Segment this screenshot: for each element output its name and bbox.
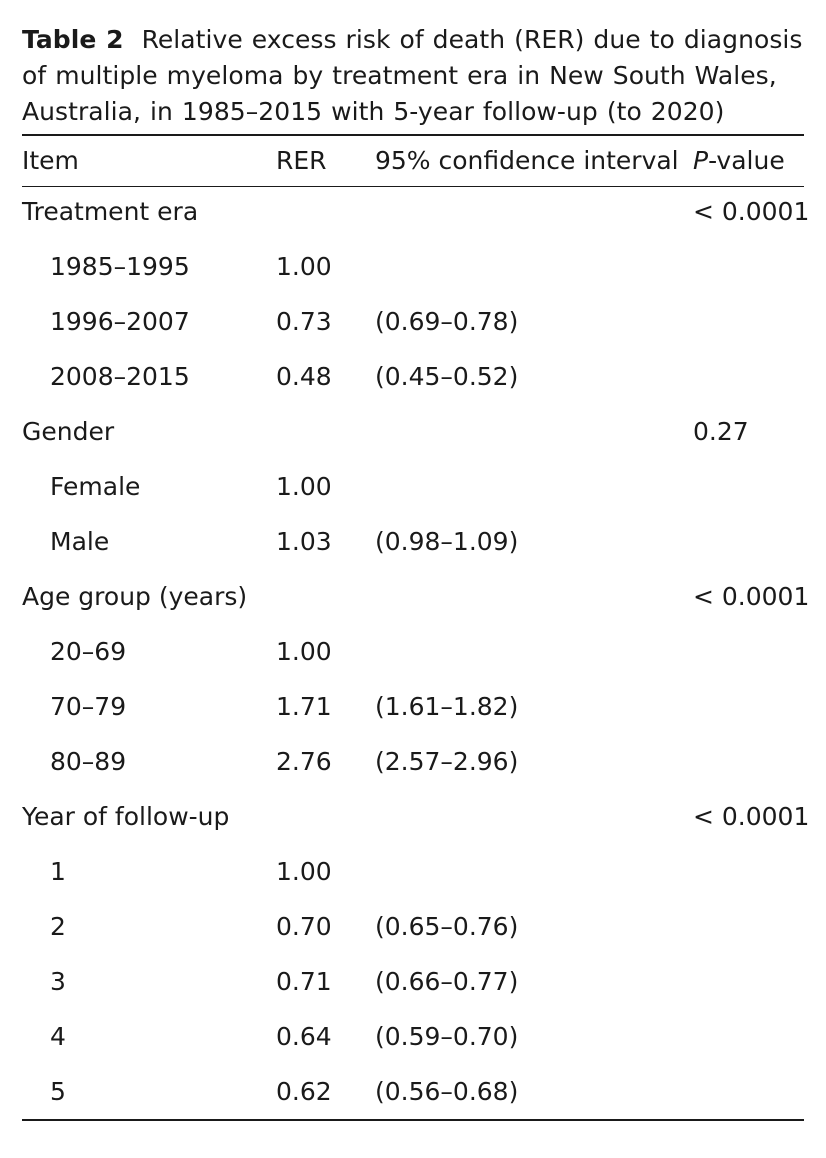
cell-rer: 0.64: [276, 1022, 332, 1051]
cell-item: Age group (years): [22, 582, 248, 611]
cell-item: 2: [50, 912, 66, 941]
cell-item: 1985–1995: [50, 252, 190, 281]
table-header-rule: [22, 186, 804, 187]
table-row: 3 0.71 (0.66–0.77): [22, 962, 804, 1017]
cell-confidence-interval: (0.98–1.09): [375, 527, 519, 556]
header-confidence-interval: 95% confidence interval: [375, 146, 679, 175]
cell-rer: 0.70: [276, 912, 332, 941]
cell-rer: 0.48: [276, 362, 332, 391]
table-row: 80–89 2.76 (2.57–2.96): [22, 742, 804, 797]
header-p-suffix: -value: [708, 146, 785, 175]
table-top-rule: [22, 134, 804, 136]
cell-item: Female: [50, 472, 141, 501]
table-row: 20–69 1.00: [22, 632, 804, 687]
cell-rer: 1.03: [276, 527, 332, 556]
cell-rer: 2.76: [276, 747, 332, 776]
cell-item: Treatment era: [22, 197, 199, 226]
cell-rer: 1.00: [276, 857, 332, 886]
cell-rer: 1.00: [276, 252, 332, 281]
table-label: Table 2: [22, 25, 124, 54]
header-item: Item: [22, 146, 79, 175]
table-header-row: Item RER 95% confidence interval P-value: [22, 142, 804, 180]
table-group-row: Gender 0.27: [22, 412, 804, 467]
table-group-row: Year of follow-up < 0.0001: [22, 797, 809, 852]
cell-item: Gender: [22, 417, 115, 446]
cell-item: Year of follow-up: [22, 802, 230, 831]
table-row: 70–79 1.71 (1.61–1.82): [22, 687, 804, 742]
cell-confidence-interval: (0.56–0.68): [375, 1077, 519, 1106]
cell-item: 70–79: [50, 692, 127, 721]
header-p-letter: P: [693, 146, 709, 175]
table-row: 2 0.70 (0.65–0.76): [22, 907, 804, 962]
table-row: Female 1.00: [22, 467, 804, 522]
cell-rer: 1.71: [276, 692, 332, 721]
table-row: 1 1.00: [22, 852, 804, 907]
cell-rer: 1.00: [276, 637, 332, 666]
cell-rer: 0.73: [276, 307, 332, 336]
table-row: 4 0.64 (0.59–0.70): [22, 1017, 804, 1072]
cell-item: 80–89: [50, 747, 127, 776]
cell-item: 5: [50, 1077, 66, 1106]
table-group-row: Age group (years) < 0.0001: [22, 577, 809, 632]
cell-rer: 0.71: [276, 967, 332, 996]
table-caption-text: Relative excess risk of death (RER) due …: [22, 25, 803, 126]
cell-confidence-interval: (2.57–2.96): [375, 747, 519, 776]
cell-item: Male: [50, 527, 110, 556]
cell-item: 3: [50, 967, 66, 996]
cell-p-value: 0.27: [693, 417, 749, 446]
table-row: 1996–2007 0.73 (0.69–0.78): [22, 302, 804, 357]
cell-confidence-interval: (0.69–0.78): [375, 307, 519, 336]
cell-item: 20–69: [50, 637, 127, 666]
cell-confidence-interval: (0.59–0.70): [375, 1022, 519, 1051]
table-row: Male 1.03 (0.98–1.09): [22, 522, 804, 577]
cell-confidence-interval: (0.66–0.77): [375, 967, 519, 996]
table-bottom-rule: [22, 1119, 804, 1121]
cell-item: 1996–2007: [50, 307, 190, 336]
cell-item: 1: [50, 857, 66, 886]
header-rer: RER: [276, 146, 327, 175]
cell-rer: 1.00: [276, 472, 332, 501]
cell-rer: 0.62: [276, 1077, 332, 1106]
cell-item: 2008–2015: [50, 362, 190, 391]
cell-confidence-interval: (0.45–0.52): [375, 362, 519, 391]
table-group-row: Treatment era < 0.0001: [22, 192, 809, 247]
table-caption: Table 2 Relative excess risk of death (RE…: [22, 22, 812, 130]
table-row: 2008–2015 0.48 (0.45–0.52): [22, 357, 804, 412]
table-row: 5 0.62 (0.56–0.68): [22, 1072, 804, 1127]
cell-p-value: < 0.0001: [693, 197, 810, 226]
header-p-value: P-value: [693, 142, 785, 180]
cell-confidence-interval: (0.65–0.76): [375, 912, 519, 941]
cell-p-value: < 0.0001: [693, 802, 810, 831]
cell-item: 4: [50, 1022, 66, 1051]
table-row: 1985–1995 1.00: [22, 247, 804, 302]
table-body: Treatment era < 0.0001 1985–1995 1.00 1996–2…: [22, 192, 809, 1127]
cell-confidence-interval: (1.61–1.82): [375, 692, 519, 721]
cell-p-value: < 0.0001: [693, 582, 810, 611]
